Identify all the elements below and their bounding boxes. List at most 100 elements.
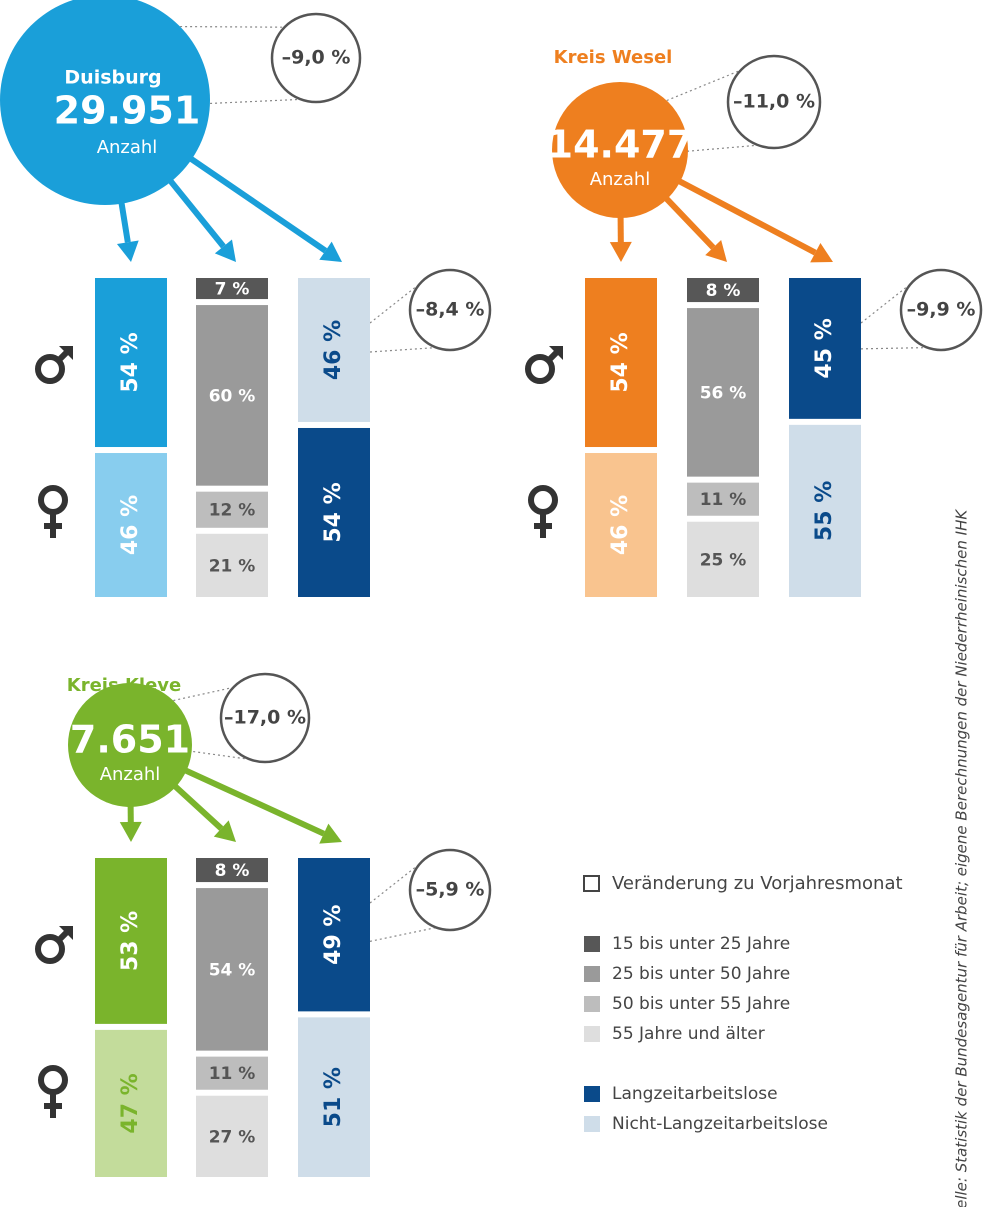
region-name: Kreis Wesel [554, 47, 673, 68]
bar-segment [196, 888, 268, 1051]
connector [168, 686, 235, 703]
region-total: 14.477 [547, 123, 694, 167]
region-circle [0, 0, 210, 205]
region-circle [552, 82, 688, 218]
segment-label: 54 % [608, 332, 633, 392]
segment-label: 8 % [215, 861, 250, 881]
segment-label: 54 % [321, 482, 346, 542]
source: Quelle: Statistik der Bundesagentur für … [953, 509, 971, 1207]
arrow-head [609, 241, 632, 262]
legend-swatch [584, 996, 600, 1012]
connector [369, 861, 423, 904]
male-symbol [59, 926, 73, 940]
legend-label: 55 Jahre und älter [612, 1024, 765, 1044]
legend-swatch [584, 1086, 600, 1102]
male-symbol [549, 346, 563, 360]
bar-segment [687, 308, 759, 477]
segment-label: 11 % [209, 1064, 256, 1084]
segment-label: 11 % [700, 490, 747, 510]
male-symbol [525, 354, 555, 384]
legend: Veränderung zu Vorjahresmonat [583, 873, 903, 894]
change-label: –17,0 % [224, 707, 306, 729]
segment-label: 49 % [321, 905, 346, 965]
segment-label: 8 % [706, 281, 741, 301]
change-label: –11,0 % [733, 91, 815, 113]
arrow [163, 173, 226, 249]
segment-label: 25 % [700, 550, 747, 570]
legend-label: Langzeitarbeitslose [612, 1084, 778, 1104]
bar-segment [95, 1029, 167, 1177]
segment-label: 7 % [215, 280, 250, 300]
segment-label: 55 % [812, 481, 837, 541]
bar-segment [687, 521, 759, 597]
segment-label: 54 % [209, 960, 256, 980]
region-circle [68, 683, 192, 807]
bar-segment [196, 1056, 268, 1090]
region-unit: Anzahl [590, 169, 651, 190]
change-circle [270, 12, 362, 104]
connector [170, 25, 286, 28]
legend-label: Nicht-Langzeitarbeitslose [612, 1114, 828, 1134]
segment-label: 46 % [118, 495, 143, 555]
region-unit: Anzahl [100, 764, 161, 785]
change-circle [726, 54, 822, 150]
female-symbol [38, 1065, 68, 1095]
legend-label: Veränderung zu Vorjahresmonat [612, 873, 903, 894]
bar-segment [95, 858, 167, 1024]
change-label: –8,4 % [416, 299, 485, 321]
bar-segment [687, 482, 759, 516]
connector [860, 281, 914, 324]
legend-swatch [584, 966, 600, 982]
legend-label: 25 bis unter 50 Jahre [612, 964, 790, 984]
connector [369, 347, 437, 353]
bar-segment [95, 278, 167, 448]
bar-segment [585, 453, 657, 597]
change-circle [899, 268, 983, 352]
arrow-head [810, 242, 833, 263]
bar-segment [196, 533, 268, 597]
segment-label: 21 % [209, 556, 256, 576]
arrow [167, 779, 224, 831]
change-circle [408, 848, 492, 932]
segment-label: 54 % [118, 332, 143, 392]
connector [168, 747, 250, 760]
bar-segment [298, 278, 370, 422]
region-total: 7.651 [70, 718, 190, 762]
bar-segment [789, 278, 861, 419]
arrow-head [705, 239, 727, 262]
arrow [177, 764, 326, 837]
bar-segment [298, 427, 370, 597]
connector [369, 281, 423, 324]
change-label: –9,9 % [907, 299, 976, 321]
change-label: –9,0 % [282, 47, 351, 69]
bar-segment [196, 491, 268, 528]
bar-segment [95, 453, 167, 597]
arrow-head [214, 239, 236, 262]
region-name: Kreis Kleve [67, 675, 181, 696]
segment-label: 60 % [209, 386, 256, 406]
segment-label: 45 % [812, 318, 837, 378]
arrow [659, 191, 716, 250]
segment-label: 56 % [700, 383, 747, 403]
change-label: –5,9 % [416, 879, 485, 901]
bar-segment [196, 858, 268, 883]
segment-label: 53 % [118, 911, 143, 971]
region-unit: Anzahl [97, 137, 158, 158]
segment-label: 51 % [321, 1067, 346, 1127]
region-total: 29.951 [54, 89, 201, 133]
change-circle [219, 672, 311, 764]
male-symbol [59, 346, 73, 360]
region-name: Duisburg [64, 67, 161, 89]
segment-label: 47 % [118, 1073, 143, 1133]
female-symbol [528, 485, 558, 515]
legend-label: 15 bis unter 25 Jahre [612, 934, 790, 954]
arrow [671, 175, 817, 256]
legend-swatch [584, 1116, 600, 1132]
arrow-head [319, 241, 342, 262]
segment-label: 46 % [608, 495, 633, 555]
legend-swatch [584, 1026, 600, 1042]
bar-segment [196, 305, 268, 486]
connector [860, 347, 928, 350]
bar-segment [298, 1017, 370, 1177]
